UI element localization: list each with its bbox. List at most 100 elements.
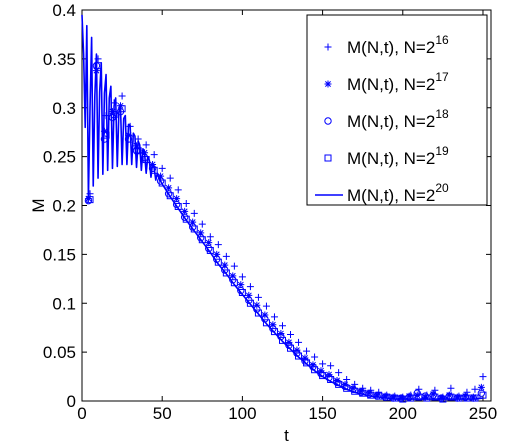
data-point <box>431 393 439 401</box>
data-point <box>327 362 335 370</box>
data-point <box>254 309 262 317</box>
data-point <box>447 384 455 392</box>
y-axis-label: M <box>29 198 48 212</box>
data-point <box>197 229 205 237</box>
data-point <box>180 213 189 221</box>
data-point <box>158 179 166 187</box>
data-point <box>174 186 182 194</box>
data-point <box>230 262 238 270</box>
data-point <box>206 233 214 241</box>
data-point <box>413 389 421 397</box>
data-point <box>189 218 197 226</box>
data-point <box>311 366 319 374</box>
data-point <box>415 385 423 393</box>
legend-marker <box>324 117 332 125</box>
legend-label-exponent: 18 <box>435 107 449 121</box>
data-point <box>229 272 237 280</box>
data-point <box>381 392 389 400</box>
data-point <box>471 385 479 393</box>
axis-ticks: 0 50 100 150 200 250 0 0.05 0.1 0.15 0.2 0.25 0.3 0.3… <box>43 1 497 423</box>
x-tick-label: 200 <box>389 404 417 423</box>
legend-label: M(N,t), N=220 <box>347 181 449 205</box>
data-point <box>477 383 485 391</box>
data-point <box>261 311 269 319</box>
data-point <box>157 172 165 180</box>
legend-label-exponent: 17 <box>435 70 449 84</box>
data-point <box>222 269 230 277</box>
x-tick-label: 250 <box>469 404 497 423</box>
data-point <box>246 299 254 307</box>
legend-entry: M(N,t), N=216 <box>324 33 449 57</box>
legend-label: M(N,t), N=218 <box>347 107 449 131</box>
legend-label: M(N,t), N=217 <box>347 70 449 94</box>
data-point <box>262 319 270 327</box>
x-tick-label: 150 <box>308 404 336 423</box>
data-point <box>181 207 189 215</box>
legend-label: M(N,t), N=216 <box>347 33 449 57</box>
data-point <box>373 391 381 399</box>
series-layer <box>81 14 487 403</box>
data-point <box>213 250 221 258</box>
data-point <box>423 394 431 402</box>
data-point <box>150 151 158 159</box>
y-tick-label: 0.4 <box>52 1 76 20</box>
data-point <box>269 321 277 329</box>
y-tick-label: 0.35 <box>43 50 76 69</box>
data-point <box>118 92 126 100</box>
legend-label-main: M(N,t), N=2 <box>347 38 435 57</box>
data-point <box>365 389 373 397</box>
legend-marker <box>324 80 332 88</box>
data-point <box>165 184 173 192</box>
data-point <box>246 283 254 291</box>
data-point <box>278 322 286 330</box>
y-tick-label: 0 <box>67 392 76 411</box>
data-point <box>389 393 397 401</box>
data-point <box>469 393 477 401</box>
data-point <box>287 344 295 352</box>
data-point <box>156 177 165 185</box>
data-point <box>343 375 351 383</box>
data-point <box>405 392 413 400</box>
data-point <box>205 244 213 253</box>
series-5 <box>81 14 484 400</box>
y-tick-label: 0.2 <box>52 197 76 216</box>
data-point <box>166 192 174 200</box>
legend-label-main: M(N,t), N=2 <box>347 112 435 131</box>
data-point <box>445 391 453 399</box>
legend-label-main: M(N,t), N=2 <box>347 75 435 94</box>
data-point <box>413 391 421 399</box>
data-point <box>133 142 141 150</box>
data-point <box>198 220 206 228</box>
y-tick-label: 0.05 <box>43 343 76 362</box>
data-point <box>196 234 205 242</box>
data-point <box>205 239 213 247</box>
data-point <box>397 394 405 402</box>
data-point <box>295 338 303 346</box>
data-point <box>341 380 349 388</box>
data-point <box>238 273 246 281</box>
data-point <box>477 389 486 397</box>
x-axis-label: t <box>284 426 289 445</box>
data-point <box>335 369 343 377</box>
y-tick-label: 0.15 <box>43 245 76 264</box>
data-point <box>461 392 469 400</box>
x-tick-label: 100 <box>228 404 256 423</box>
data-point <box>303 359 311 367</box>
data-point <box>295 352 303 360</box>
data-point <box>86 196 94 204</box>
legend-label-exponent: 20 <box>435 181 449 195</box>
data-point <box>254 293 262 301</box>
data-point <box>421 393 429 401</box>
data-point <box>455 394 463 402</box>
data-point <box>319 372 327 380</box>
x-tick-label: 50 <box>153 404 172 423</box>
data-point <box>278 336 286 344</box>
data-point <box>309 361 317 369</box>
data-point <box>84 195 92 203</box>
data-point <box>437 394 445 402</box>
legend-label-exponent: 16 <box>435 33 449 47</box>
y-tick-label: 0.3 <box>52 99 76 118</box>
legend-label-exponent: 19 <box>435 144 449 158</box>
